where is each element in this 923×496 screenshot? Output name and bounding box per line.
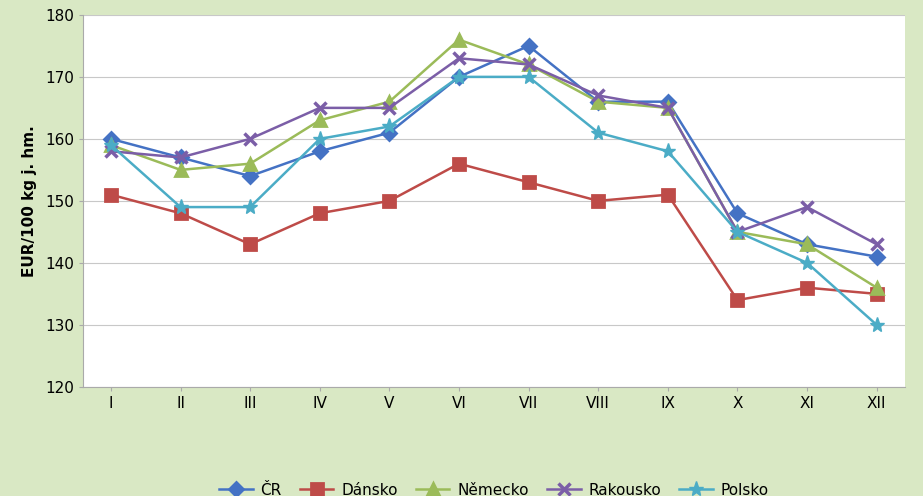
Rakousko [871, 241, 882, 247]
Polsko [105, 142, 116, 148]
Rakousko [314, 105, 325, 111]
ČR [801, 241, 812, 247]
Německo [245, 161, 256, 167]
Dánsko [663, 191, 674, 197]
Německo [384, 99, 395, 105]
ČR [175, 155, 186, 161]
ČR [663, 99, 674, 105]
Dánsko [453, 161, 464, 167]
ČR [453, 74, 464, 80]
Legend: ČR, Dánsko, Německo, Rakousko, Polsko: ČR, Dánsko, Německo, Rakousko, Polsko [213, 476, 774, 496]
ČR [105, 136, 116, 142]
Rakousko [801, 204, 812, 210]
Polsko [314, 136, 325, 142]
Dánsko [871, 291, 882, 297]
Dánsko [105, 191, 116, 197]
Rakousko [384, 105, 395, 111]
Polsko [663, 148, 674, 154]
Dánsko [245, 241, 256, 247]
Polsko [523, 74, 534, 80]
Německo [314, 117, 325, 123]
Rakousko [105, 148, 116, 154]
ČR [871, 253, 882, 259]
Polsko [871, 322, 882, 328]
Dánsko [384, 198, 395, 204]
Německo [105, 142, 116, 148]
Německo [593, 99, 604, 105]
Německo [175, 167, 186, 173]
Rakousko [523, 62, 534, 67]
Dánsko [523, 179, 534, 185]
Dánsko [732, 297, 743, 303]
ČR [732, 210, 743, 216]
Line: Německo: Německo [104, 33, 883, 294]
ČR [384, 129, 395, 135]
Německo [801, 241, 812, 247]
Y-axis label: EUR/100 kg j. hm.: EUR/100 kg j. hm. [22, 125, 37, 277]
ČR [245, 173, 256, 179]
Line: Rakousko: Rakousko [104, 52, 883, 250]
ČR [314, 148, 325, 154]
ČR [523, 43, 534, 49]
Dánsko [175, 210, 186, 216]
Německo [523, 62, 534, 67]
Line: ČR: ČR [106, 41, 881, 261]
Německo [732, 229, 743, 235]
Polsko [384, 124, 395, 129]
Polsko [801, 260, 812, 266]
Rakousko [732, 229, 743, 235]
Německo [871, 285, 882, 291]
Dánsko [314, 210, 325, 216]
Line: Polsko: Polsko [103, 69, 884, 332]
Polsko [453, 74, 464, 80]
Německo [453, 37, 464, 43]
Dánsko [801, 285, 812, 291]
Polsko [245, 204, 256, 210]
Polsko [175, 204, 186, 210]
ČR [593, 99, 604, 105]
Rakousko [175, 155, 186, 161]
Rakousko [453, 55, 464, 61]
Dánsko [593, 198, 604, 204]
Rakousko [593, 92, 604, 98]
Polsko [732, 229, 743, 235]
Rakousko [663, 105, 674, 111]
Rakousko [245, 136, 256, 142]
Polsko [593, 129, 604, 135]
Line: Dánsko: Dánsko [105, 158, 882, 306]
Německo [663, 105, 674, 111]
